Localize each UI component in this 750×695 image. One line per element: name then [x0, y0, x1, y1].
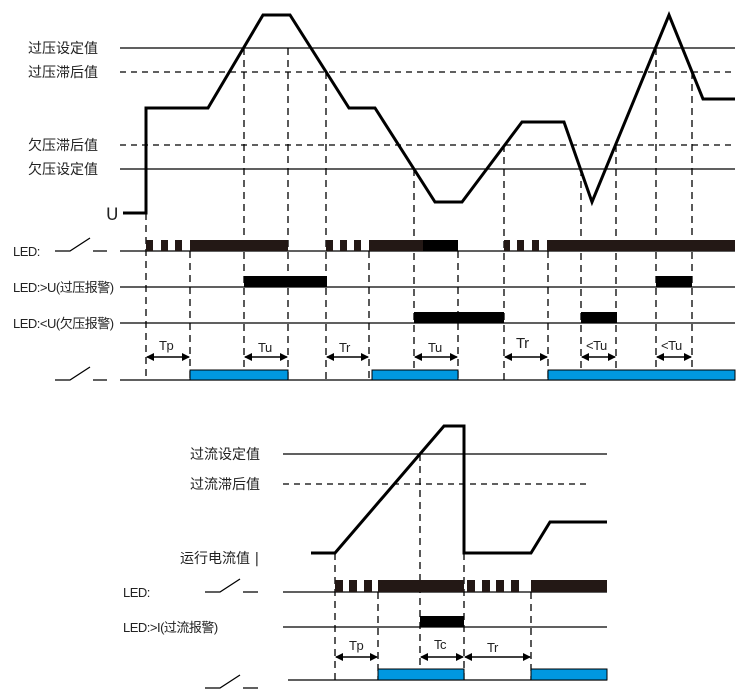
relay-on-bar	[530, 668, 608, 681]
undervoltage-alarm-bar	[414, 312, 504, 323]
interval-label: Tu	[428, 340, 442, 355]
interval-label: Tr	[487, 640, 499, 655]
voltage-waveform	[123, 11, 735, 215]
relay-on-bar	[377, 668, 465, 681]
relay-on-bar	[189, 369, 289, 381]
interval-label: Tc	[434, 637, 447, 652]
current-waveform	[311, 424, 607, 555]
led-row-label: LED:	[123, 585, 150, 600]
overvoltage-alarm-bar	[656, 276, 692, 287]
led-row-label: LED:	[13, 244, 40, 259]
under-voltage-set-label: 欠压设定值	[28, 162, 98, 178]
over-voltage-set-label: 过压设定值	[28, 41, 98, 57]
led-undervoltage-label: LED:<U(欠压报警)	[13, 316, 114, 331]
voltage-diagram: 过压设定值 过压滞后值 欠压滞后值 欠压设定值 U LED:	[13, 11, 736, 381]
undervoltage-alarm-bar	[581, 312, 617, 323]
led-overvoltage-label: LED:>U(过压报警)	[13, 280, 114, 295]
voltage-signal-label: U	[106, 205, 118, 225]
vertical-guides	[145, 48, 693, 380]
interval-label: <Tu	[586, 338, 607, 353]
interval-label: Tu	[258, 340, 272, 355]
overcurrent-alarm-bar	[420, 616, 464, 627]
current-diagram: 过流设定值 过流滞后值 运行电流值 | LED: LED:>I(过流报警)	[123, 424, 608, 689]
relay-switch-icon	[205, 674, 258, 689]
led-pulses	[146, 240, 735, 251]
vertical-guides	[334, 454, 532, 680]
interval-label: <Tu	[661, 338, 682, 353]
switch-icon	[205, 578, 258, 593]
relay-on-bar	[547, 369, 736, 381]
overvoltage-alarm-bar	[244, 276, 327, 287]
over-current-set-label: 过流设定值	[190, 447, 260, 463]
interval-label: Tr	[339, 340, 351, 355]
switch-icon	[55, 237, 107, 252]
interval-label: Tp	[349, 638, 363, 653]
over-current-hysteresis-label: 过流滞后值	[190, 477, 260, 493]
interval-label: Tr	[516, 335, 529, 352]
interval-label: Tp	[159, 338, 173, 353]
relay-switch-icon	[55, 366, 107, 381]
over-voltage-hysteresis-label: 过压滞后值	[28, 65, 98, 81]
under-voltage-hysteresis-label: 欠压滞后值	[28, 138, 98, 154]
relay-on-bar	[371, 369, 459, 381]
led-pulses	[335, 580, 607, 592]
led-overcurrent-label: LED:>I(过流报警)	[123, 620, 218, 635]
current-signal-label: 运行电流值 |	[180, 551, 259, 567]
